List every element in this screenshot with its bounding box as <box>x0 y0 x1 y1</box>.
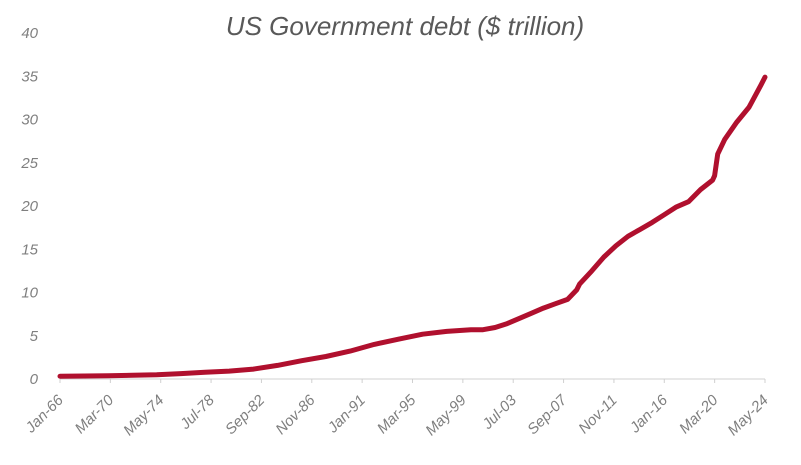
x-tick-label: May-99 <box>422 391 470 439</box>
x-tick-label: Mar-95 <box>374 391 420 437</box>
x-tick-label: Nov-86 <box>272 391 319 438</box>
x-tick-label: Sep-07 <box>524 391 571 438</box>
y-tick-label: 5 <box>30 328 39 345</box>
y-tick-label: 15 <box>21 241 38 258</box>
x-tick-label: Jan-91 <box>324 392 369 437</box>
y-tick-label: 30 <box>21 112 38 129</box>
y-tick-label: 10 <box>21 285 38 302</box>
y-tick-label: 25 <box>20 155 38 172</box>
y-axis-ticks: 0 5 10 15 20 25 30 35 40 <box>20 25 38 388</box>
y-tick-label: 0 <box>30 371 39 388</box>
x-axis-ticks: Jan-66 Mar-70 May-74 Jul-78 Sep-82 Nov-86 Jan-… <box>22 379 772 439</box>
x-tick-label: Jul-03 <box>478 391 520 433</box>
y-tick-label: 40 <box>21 25 38 42</box>
y-tick-label: 20 <box>20 198 38 215</box>
x-tick-label: Mar-70 <box>72 391 118 437</box>
x-tick-label: Mar-20 <box>676 391 722 437</box>
x-tick-label: Jan-16 <box>626 391 672 437</box>
x-tick-label: May-24 <box>724 392 771 439</box>
x-tick-label: May-74 <box>120 392 167 439</box>
chart-title: US Government debt ($ trillion) <box>226 11 584 41</box>
x-tick-label: Jul-78 <box>176 391 218 433</box>
x-tick-label: Sep-82 <box>222 391 269 438</box>
x-tick-label: Nov-11 <box>575 392 620 437</box>
y-tick-label: 35 <box>21 68 38 85</box>
x-tick-label: Jan-66 <box>22 391 68 437</box>
series-line-us-debt <box>57 74 768 379</box>
